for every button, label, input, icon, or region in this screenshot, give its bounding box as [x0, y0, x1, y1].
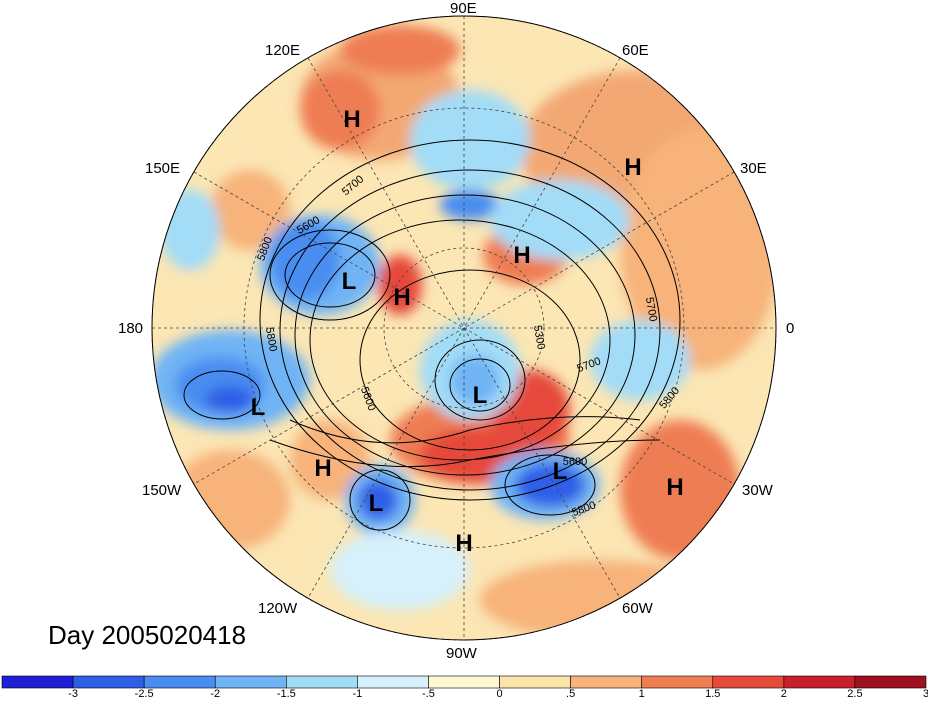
colorbar-swatch	[143, 675, 216, 689]
colorbar	[1, 675, 927, 689]
lon-label-60e: 60E	[622, 42, 649, 59]
colorbar-tick-label: -3	[68, 688, 78, 700]
colorbar-swatch	[428, 675, 500, 689]
pressure-center-l: L	[251, 394, 266, 421]
pressure-center-h: H	[513, 242, 530, 269]
colorbar-tick-label: -.5	[422, 688, 435, 700]
colorbar-swatch	[214, 675, 287, 689]
contour-label: 5300	[531, 324, 547, 350]
lon-label-150w: 150W	[142, 482, 182, 499]
pressure-center-h: H	[666, 474, 683, 501]
lon-label-90e: 90E	[450, 0, 477, 17]
contour-label: 5700	[643, 296, 659, 322]
colorbar-swatch	[499, 675, 571, 689]
pressure-center-h: H	[393, 284, 410, 311]
lon-label-30w: 30W	[742, 482, 773, 499]
colorbar-tick-label: 3	[922, 688, 928, 700]
pressure-center-l: L	[342, 268, 357, 295]
lon-label-60w: 60W	[622, 600, 653, 617]
colorbar-swatch	[357, 675, 429, 689]
height-contours	[183, 139, 681, 531]
map-border	[151, 15, 777, 641]
lon-label-30e: 30E	[740, 160, 767, 177]
pressure-center-l: L	[553, 458, 568, 485]
pressure-center-h: H	[624, 154, 641, 181]
colorbar-swatch	[286, 675, 358, 689]
pressure-center-h: H	[314, 455, 331, 482]
colorbar-swatch	[712, 675, 785, 689]
colorbar-tick-label: 2.5	[847, 688, 863, 700]
colorbar-tick-label: -1.5	[276, 688, 296, 700]
colorbar-tick-label: 1	[638, 688, 645, 700]
colorbar-swatch	[854, 675, 927, 689]
colorbar-swatch	[641, 675, 714, 689]
colorbar-tick-label: -1	[352, 688, 363, 700]
colorbar-tick-label: .5	[566, 688, 576, 700]
contour-label: 5600	[563, 456, 587, 468]
lon-label-90w: 90W	[446, 645, 477, 662]
lon-label-120w: 120W	[258, 600, 298, 617]
colorbar-tick-label: 2	[780, 688, 787, 700]
colorbar-tick-label: -2	[210, 688, 221, 700]
lon-label-0: 0	[786, 320, 795, 337]
lon-label-120e: 120E	[265, 42, 301, 59]
colorbar-swatch	[783, 675, 856, 689]
pressure-center-l: L	[369, 490, 384, 517]
colorbar-swatch	[570, 675, 642, 689]
pressure-center-l: L	[473, 382, 488, 409]
date-label: Day 2005020418	[48, 620, 247, 650]
colorbar-swatch	[1, 675, 74, 689]
colorbar-tick-label: 1.5	[705, 688, 721, 700]
pressure-center-h: H	[343, 106, 360, 133]
contour-label: 5800	[263, 326, 279, 352]
colorbar-tick-label: -2.5	[134, 688, 154, 700]
colorbar-tick-label: 0	[496, 688, 503, 700]
lon-label-150e: 150E	[145, 160, 181, 177]
colorbar-swatch	[72, 675, 145, 689]
pressure-center-h: H	[455, 530, 472, 557]
lon-label-180: 180	[118, 320, 144, 337]
